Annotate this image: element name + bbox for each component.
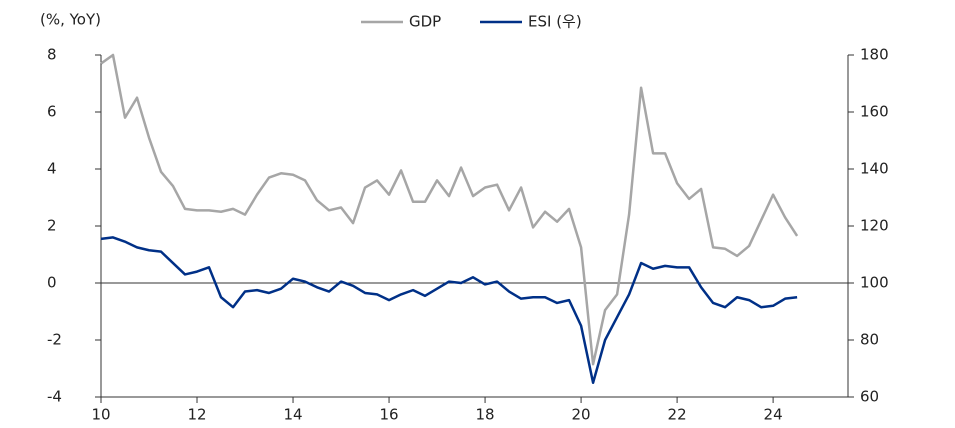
y-tick-label: -2 (47, 331, 62, 349)
series-line (100, 236, 798, 384)
legend-label: GDP (409, 13, 441, 31)
x-tick-label: 10 (91, 406, 110, 424)
y2-tick-label: 60 (860, 388, 879, 406)
y-tick-label: 4 (47, 160, 57, 178)
y2-tick-label: 180 (860, 46, 889, 64)
y-tick-label: 6 (47, 103, 57, 121)
y2-tick-label: 120 (860, 217, 889, 235)
y2-tick-label: 100 (860, 274, 889, 292)
legend-label: ESI (우) (528, 13, 582, 31)
y-tick-label: 2 (47, 217, 57, 235)
y2-tick-label: 80 (860, 331, 879, 349)
x-tick-label: 12 (187, 406, 206, 424)
x-tick-label: 16 (379, 406, 398, 424)
x-tick-label: 18 (476, 406, 495, 424)
y-tick-label: 0 (47, 274, 57, 292)
y-tick-label: -4 (47, 388, 62, 406)
y-tick-label: 8 (47, 46, 57, 64)
series-line (100, 53, 799, 366)
y2-tick-label: 140 (860, 160, 889, 178)
x-tick-label: 24 (764, 406, 783, 424)
x-tick-label: 22 (668, 406, 687, 424)
y-axis-label: (%, YoY) (40, 11, 101, 29)
y2-tick-label: 160 (860, 103, 889, 121)
x-tick-label: 14 (283, 406, 302, 424)
x-tick-label: 20 (572, 406, 591, 424)
